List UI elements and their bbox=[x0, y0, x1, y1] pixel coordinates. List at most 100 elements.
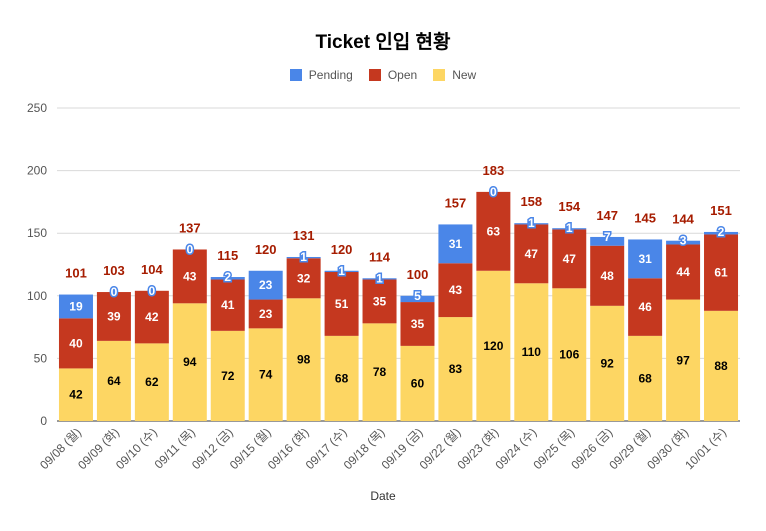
total-label: 114 bbox=[369, 249, 391, 264]
total-label: 101 bbox=[65, 266, 87, 281]
bar-segment-open[interactable] bbox=[628, 278, 663, 336]
data-label-new: 42 bbox=[69, 388, 83, 402]
legend-label-pending: Pending bbox=[308, 68, 353, 82]
bar-segment-open[interactable] bbox=[400, 302, 435, 346]
bar-segment-new[interactable] bbox=[58, 368, 93, 421]
bar-segment-open[interactable] bbox=[248, 299, 283, 329]
data-label-open: 47 bbox=[525, 247, 539, 261]
data-label-pending: 0 bbox=[111, 285, 118, 299]
data-label-pending: 0 bbox=[186, 242, 193, 256]
data-label-new: 60 bbox=[411, 376, 425, 390]
total-label: 183 bbox=[483, 163, 505, 178]
bar-segment-new[interactable] bbox=[552, 288, 587, 421]
bar-segment-open[interactable] bbox=[324, 272, 359, 336]
bar-segment-new[interactable] bbox=[514, 283, 549, 421]
bar-segment-new[interactable] bbox=[666, 299, 701, 421]
bar-segment-new[interactable] bbox=[324, 335, 359, 421]
legend-item-open[interactable]: Open bbox=[368, 68, 417, 82]
bar-segment-pending[interactable] bbox=[248, 270, 283, 300]
y-tick-label: 150 bbox=[27, 226, 47, 240]
bar-segment-pending[interactable] bbox=[58, 294, 93, 319]
data-label-pending: 5 bbox=[414, 289, 421, 303]
total-label: 120 bbox=[331, 242, 353, 257]
bar-segment-new[interactable] bbox=[362, 323, 397, 421]
bar-segment-open[interactable] bbox=[666, 244, 701, 300]
bar-segment-open[interactable] bbox=[704, 234, 739, 311]
y-tick-label: 100 bbox=[27, 289, 47, 303]
data-label-open: 41 bbox=[221, 298, 235, 312]
total-label: 104 bbox=[141, 262, 163, 277]
bar-segment-pending[interactable] bbox=[666, 240, 701, 245]
bar-segment-open[interactable] bbox=[590, 245, 625, 306]
bar-segment-new[interactable] bbox=[476, 270, 511, 421]
data-label-open: 42 bbox=[145, 310, 159, 324]
bar-segment-new[interactable] bbox=[400, 345, 435, 421]
total-label: 115 bbox=[217, 248, 238, 263]
total-label: 144 bbox=[672, 212, 694, 227]
bar-segment-pending[interactable] bbox=[552, 228, 587, 230]
bar-segment-open[interactable] bbox=[210, 279, 245, 331]
total-label: 147 bbox=[596, 208, 618, 223]
bar-segment-new[interactable] bbox=[438, 317, 473, 421]
data-label-pending: 3 bbox=[680, 234, 687, 248]
data-label-new: 110 bbox=[522, 345, 542, 359]
y-tick-label: 50 bbox=[34, 351, 48, 365]
bar-segment-open[interactable] bbox=[172, 249, 207, 304]
bar-segment-new[interactable] bbox=[704, 310, 739, 421]
data-label-new: 83 bbox=[449, 362, 463, 376]
x-axis-title: Date bbox=[370, 489, 396, 503]
bar-segment-new[interactable] bbox=[286, 298, 321, 421]
total-label: 145 bbox=[634, 210, 656, 225]
bar-segment-open[interactable] bbox=[514, 224, 549, 284]
bar-segment-open[interactable] bbox=[286, 258, 321, 299]
bar-segment-open[interactable] bbox=[438, 263, 473, 318]
data-label-open: 47 bbox=[563, 252, 577, 266]
bar-segment-new[interactable] bbox=[628, 335, 663, 421]
x-tick-label: 09/10 (수) bbox=[113, 425, 160, 472]
total-label: 120 bbox=[255, 242, 277, 257]
data-label-pending: 0 bbox=[149, 284, 156, 298]
bar-segment-open[interactable] bbox=[96, 292, 131, 341]
data-label-open: 44 bbox=[676, 265, 690, 279]
bar-segment-open[interactable] bbox=[134, 290, 169, 344]
bar-segment-open[interactable] bbox=[362, 279, 397, 324]
data-label-open: 63 bbox=[487, 224, 501, 238]
chart-title: Ticket 인입 현황 bbox=[315, 32, 451, 53]
data-label-open: 40 bbox=[69, 336, 83, 350]
data-label-open: 43 bbox=[183, 269, 197, 283]
data-label-open: 46 bbox=[638, 300, 652, 314]
bar-segment-pending[interactable] bbox=[590, 236, 625, 246]
bar-segment-new[interactable] bbox=[248, 328, 283, 421]
data-label-pending: 7 bbox=[604, 230, 611, 244]
data-label-new: 97 bbox=[676, 353, 690, 367]
bar-segment-pending[interactable] bbox=[210, 277, 245, 280]
y-tick-label: 200 bbox=[27, 164, 47, 178]
total-label: 151 bbox=[710, 203, 732, 218]
data-label-open: 23 bbox=[259, 307, 273, 321]
bar-segment-open[interactable] bbox=[58, 318, 93, 369]
bar-segment-pending[interactable] bbox=[438, 224, 473, 264]
data-label-new: 98 bbox=[297, 353, 311, 367]
bar-segment-new[interactable] bbox=[134, 343, 169, 421]
bar-segment-new[interactable] bbox=[590, 305, 625, 421]
bar-segment-pending[interactable] bbox=[286, 256, 321, 259]
bar-segment-new[interactable] bbox=[172, 303, 207, 421]
total-label: 100 bbox=[407, 267, 429, 282]
bar-segment-pending[interactable] bbox=[324, 270, 359, 273]
bar-segment-new[interactable] bbox=[210, 330, 245, 421]
bar-segment-pending[interactable] bbox=[514, 223, 549, 225]
bar-segment-pending[interactable] bbox=[628, 239, 663, 279]
total-label: 157 bbox=[445, 195, 467, 210]
bar-segment-pending[interactable] bbox=[400, 295, 435, 303]
bar-segment-open[interactable] bbox=[552, 229, 587, 289]
bar-segment-open[interactable] bbox=[476, 191, 511, 271]
legend-item-new[interactable]: New bbox=[433, 68, 476, 82]
bar-segment-pending[interactable] bbox=[362, 278, 397, 280]
data-label-new: 106 bbox=[559, 348, 579, 362]
total-label: 137 bbox=[179, 220, 201, 235]
data-label-new: 72 bbox=[221, 369, 235, 383]
bar-segment-new[interactable] bbox=[96, 340, 131, 421]
x-tick-label: 10/01 (수) bbox=[682, 425, 729, 472]
legend-item-pending[interactable]: Pending bbox=[289, 68, 353, 82]
bar-segment-pending[interactable] bbox=[704, 231, 739, 235]
